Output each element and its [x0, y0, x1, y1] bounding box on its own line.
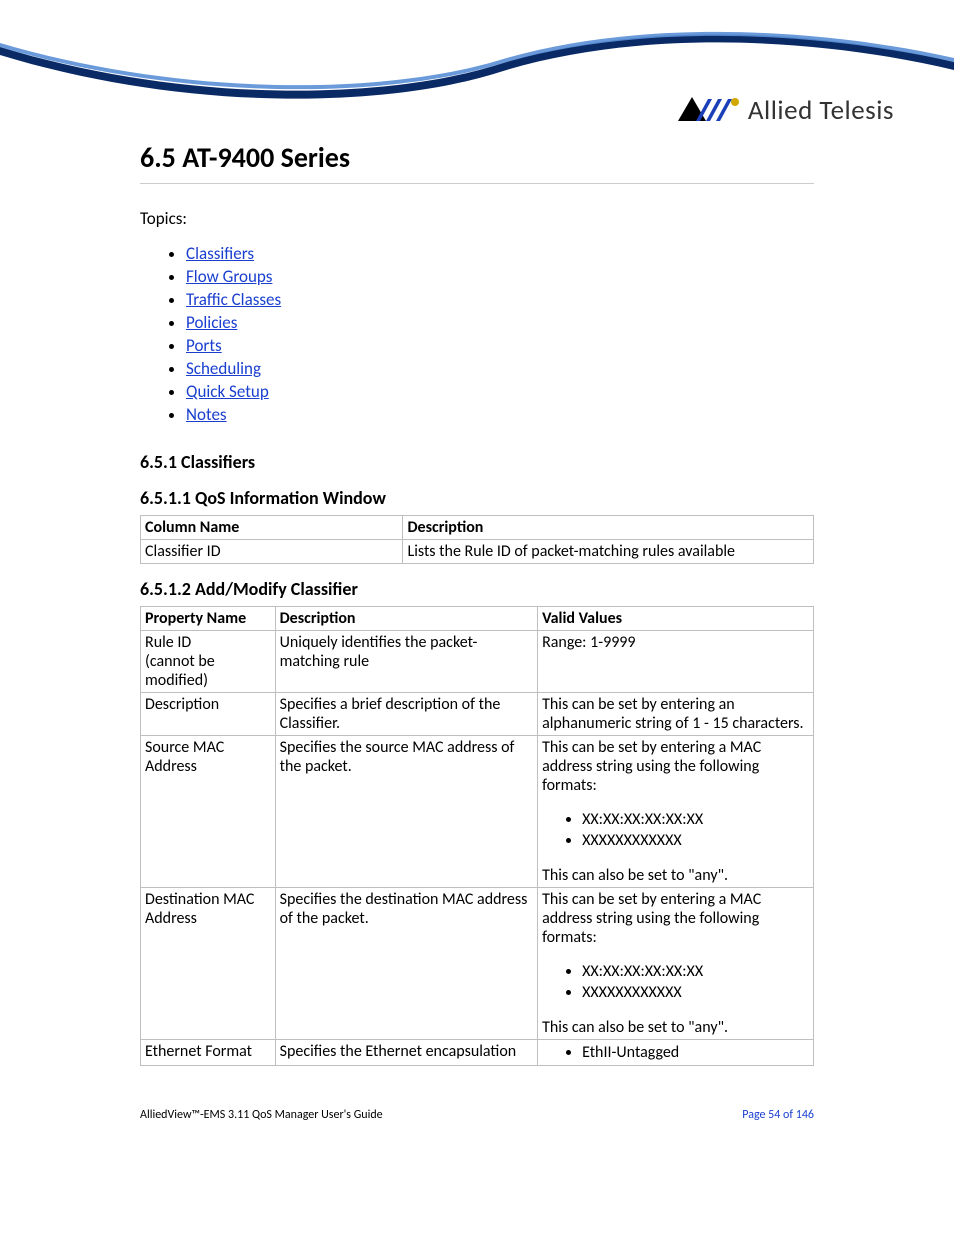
- footer-page-number: Page 54 of 146: [742, 1108, 814, 1122]
- content: 6.5 AT-9400 Series Topics: Classifiers F…: [0, 140, 954, 1066]
- col-header: Description: [275, 606, 537, 630]
- brand-logo-icon: [678, 97, 740, 125]
- cell: EthII-Untagged: [538, 1039, 814, 1066]
- cell: Specifies the destination MAC address of…: [275, 887, 537, 1039]
- text: Rule ID: [145, 633, 191, 652]
- cell: This can be set by entering a MAC addres…: [538, 887, 814, 1039]
- qos-info-table: Column Name Description Classifier ID Li…: [140, 515, 814, 564]
- cell: Specifies the source MAC address of the …: [275, 735, 537, 887]
- cell: Description: [141, 692, 276, 735]
- list-item: XXXXXXXXXXXX: [582, 982, 809, 1004]
- cell: Uniquely identifies the packet-matching …: [275, 630, 537, 692]
- value-list: XX:XX:XX:XX:XX:XX XXXXXXXXXXXX: [542, 809, 809, 852]
- list-item: Scheduling: [186, 358, 814, 381]
- col-header: Column Name: [141, 515, 403, 539]
- table-row: Classifier ID Lists the Rule ID of packe…: [141, 539, 814, 563]
- col-header: Valid Values: [538, 606, 814, 630]
- cell: Source MAC Address: [141, 735, 276, 887]
- table-row: Source MAC Address Specifies the source …: [141, 735, 814, 887]
- heading-classifiers: 6.5.1 Classifiers: [140, 451, 814, 473]
- table-header-row: Column Name Description: [141, 515, 814, 539]
- col-header: Property Name: [141, 606, 276, 630]
- cell: Rule ID (cannot be modified): [141, 630, 276, 692]
- cell: Destination MAC Address: [141, 887, 276, 1039]
- cell: This can be set by entering an alphanume…: [538, 692, 814, 735]
- value-list: EthII-Untagged: [542, 1042, 809, 1064]
- add-modify-classifier-table: Property Name Description Valid Values R…: [140, 606, 814, 1067]
- table-row: Rule ID (cannot be modified) Uniquely id…: [141, 630, 814, 692]
- text: (cannot be modified): [145, 652, 215, 690]
- text: This can be set by entering a MAC addres…: [542, 738, 809, 795]
- topic-link-traffic-classes[interactable]: Traffic Classes: [186, 289, 281, 310]
- topic-link-classifiers[interactable]: Classifiers: [186, 243, 254, 264]
- topic-link-scheduling[interactable]: Scheduling: [186, 358, 261, 379]
- topic-link-notes[interactable]: Notes: [186, 404, 227, 425]
- list-item: Quick Setup: [186, 381, 814, 404]
- page: Allied Telesis 6.5 AT-9400 Series Topics…: [0, 0, 954, 1152]
- list-item: XX:XX:XX:XX:XX:XX: [582, 961, 809, 983]
- heading-add-modify-classifier: 6.5.1.2 Add/Modify Classifier: [140, 578, 814, 600]
- topic-link-ports[interactable]: Ports: [186, 335, 222, 356]
- header-banner: Allied Telesis: [0, 0, 954, 130]
- section-title: 6.5 AT-9400 Series: [140, 140, 814, 175]
- section-rule: [140, 183, 814, 184]
- cell: Ethernet Format: [141, 1039, 276, 1066]
- footer-title: AlliedView™-EMS 3.11 QoS Manager User's …: [140, 1108, 383, 1122]
- cell: Specifies a brief description of the Cla…: [275, 692, 537, 735]
- topic-link-flow-groups[interactable]: Flow Groups: [186, 266, 272, 287]
- table-row: Ethernet Format Specifies the Ethernet e…: [141, 1039, 814, 1066]
- cell: Lists the Rule ID of packet-matching rul…: [403, 539, 814, 563]
- text: This can also be set to "any".: [542, 866, 809, 885]
- list-item: Policies: [186, 312, 814, 335]
- cell: This can be set by entering a MAC addres…: [538, 735, 814, 887]
- cell: Specifies the Ethernet encapsulation: [275, 1039, 537, 1066]
- list-item: Classifiers: [186, 243, 814, 266]
- topic-link-quick-setup[interactable]: Quick Setup: [186, 381, 269, 402]
- topic-link-policies[interactable]: Policies: [186, 312, 237, 333]
- text: This can also be set to "any".: [542, 1018, 809, 1037]
- topics-label: Topics:: [140, 208, 814, 229]
- value-list: XX:XX:XX:XX:XX:XX XXXXXXXXXXXX: [542, 961, 809, 1004]
- cell: Range: 1-9999: [538, 630, 814, 692]
- brand-name: Allied Telesis: [748, 94, 894, 127]
- list-item: Ports: [186, 335, 814, 358]
- text: This can be set by entering a MAC addres…: [542, 890, 809, 947]
- list-item: EthII-Untagged: [582, 1042, 809, 1064]
- heading-qos-info-window: 6.5.1.1 QoS Information Window: [140, 487, 814, 509]
- list-item: XXXXXXXXXXXX: [582, 830, 809, 852]
- list-item: Traffic Classes: [186, 289, 814, 312]
- table-row: Destination MAC Address Specifies the de…: [141, 887, 814, 1039]
- table-header-row: Property Name Description Valid Values: [141, 606, 814, 630]
- table-row: Description Specifies a brief descriptio…: [141, 692, 814, 735]
- page-footer: AlliedView™-EMS 3.11 QoS Manager User's …: [0, 1080, 954, 1122]
- col-header: Description: [403, 515, 814, 539]
- topics-list: Classifiers Flow Groups Traffic Classes …: [140, 243, 814, 427]
- brand: Allied Telesis: [678, 94, 894, 127]
- list-item: Notes: [186, 404, 814, 427]
- cell: Classifier ID: [141, 539, 403, 563]
- list-item: XX:XX:XX:XX:XX:XX: [582, 809, 809, 831]
- list-item: Flow Groups: [186, 266, 814, 289]
